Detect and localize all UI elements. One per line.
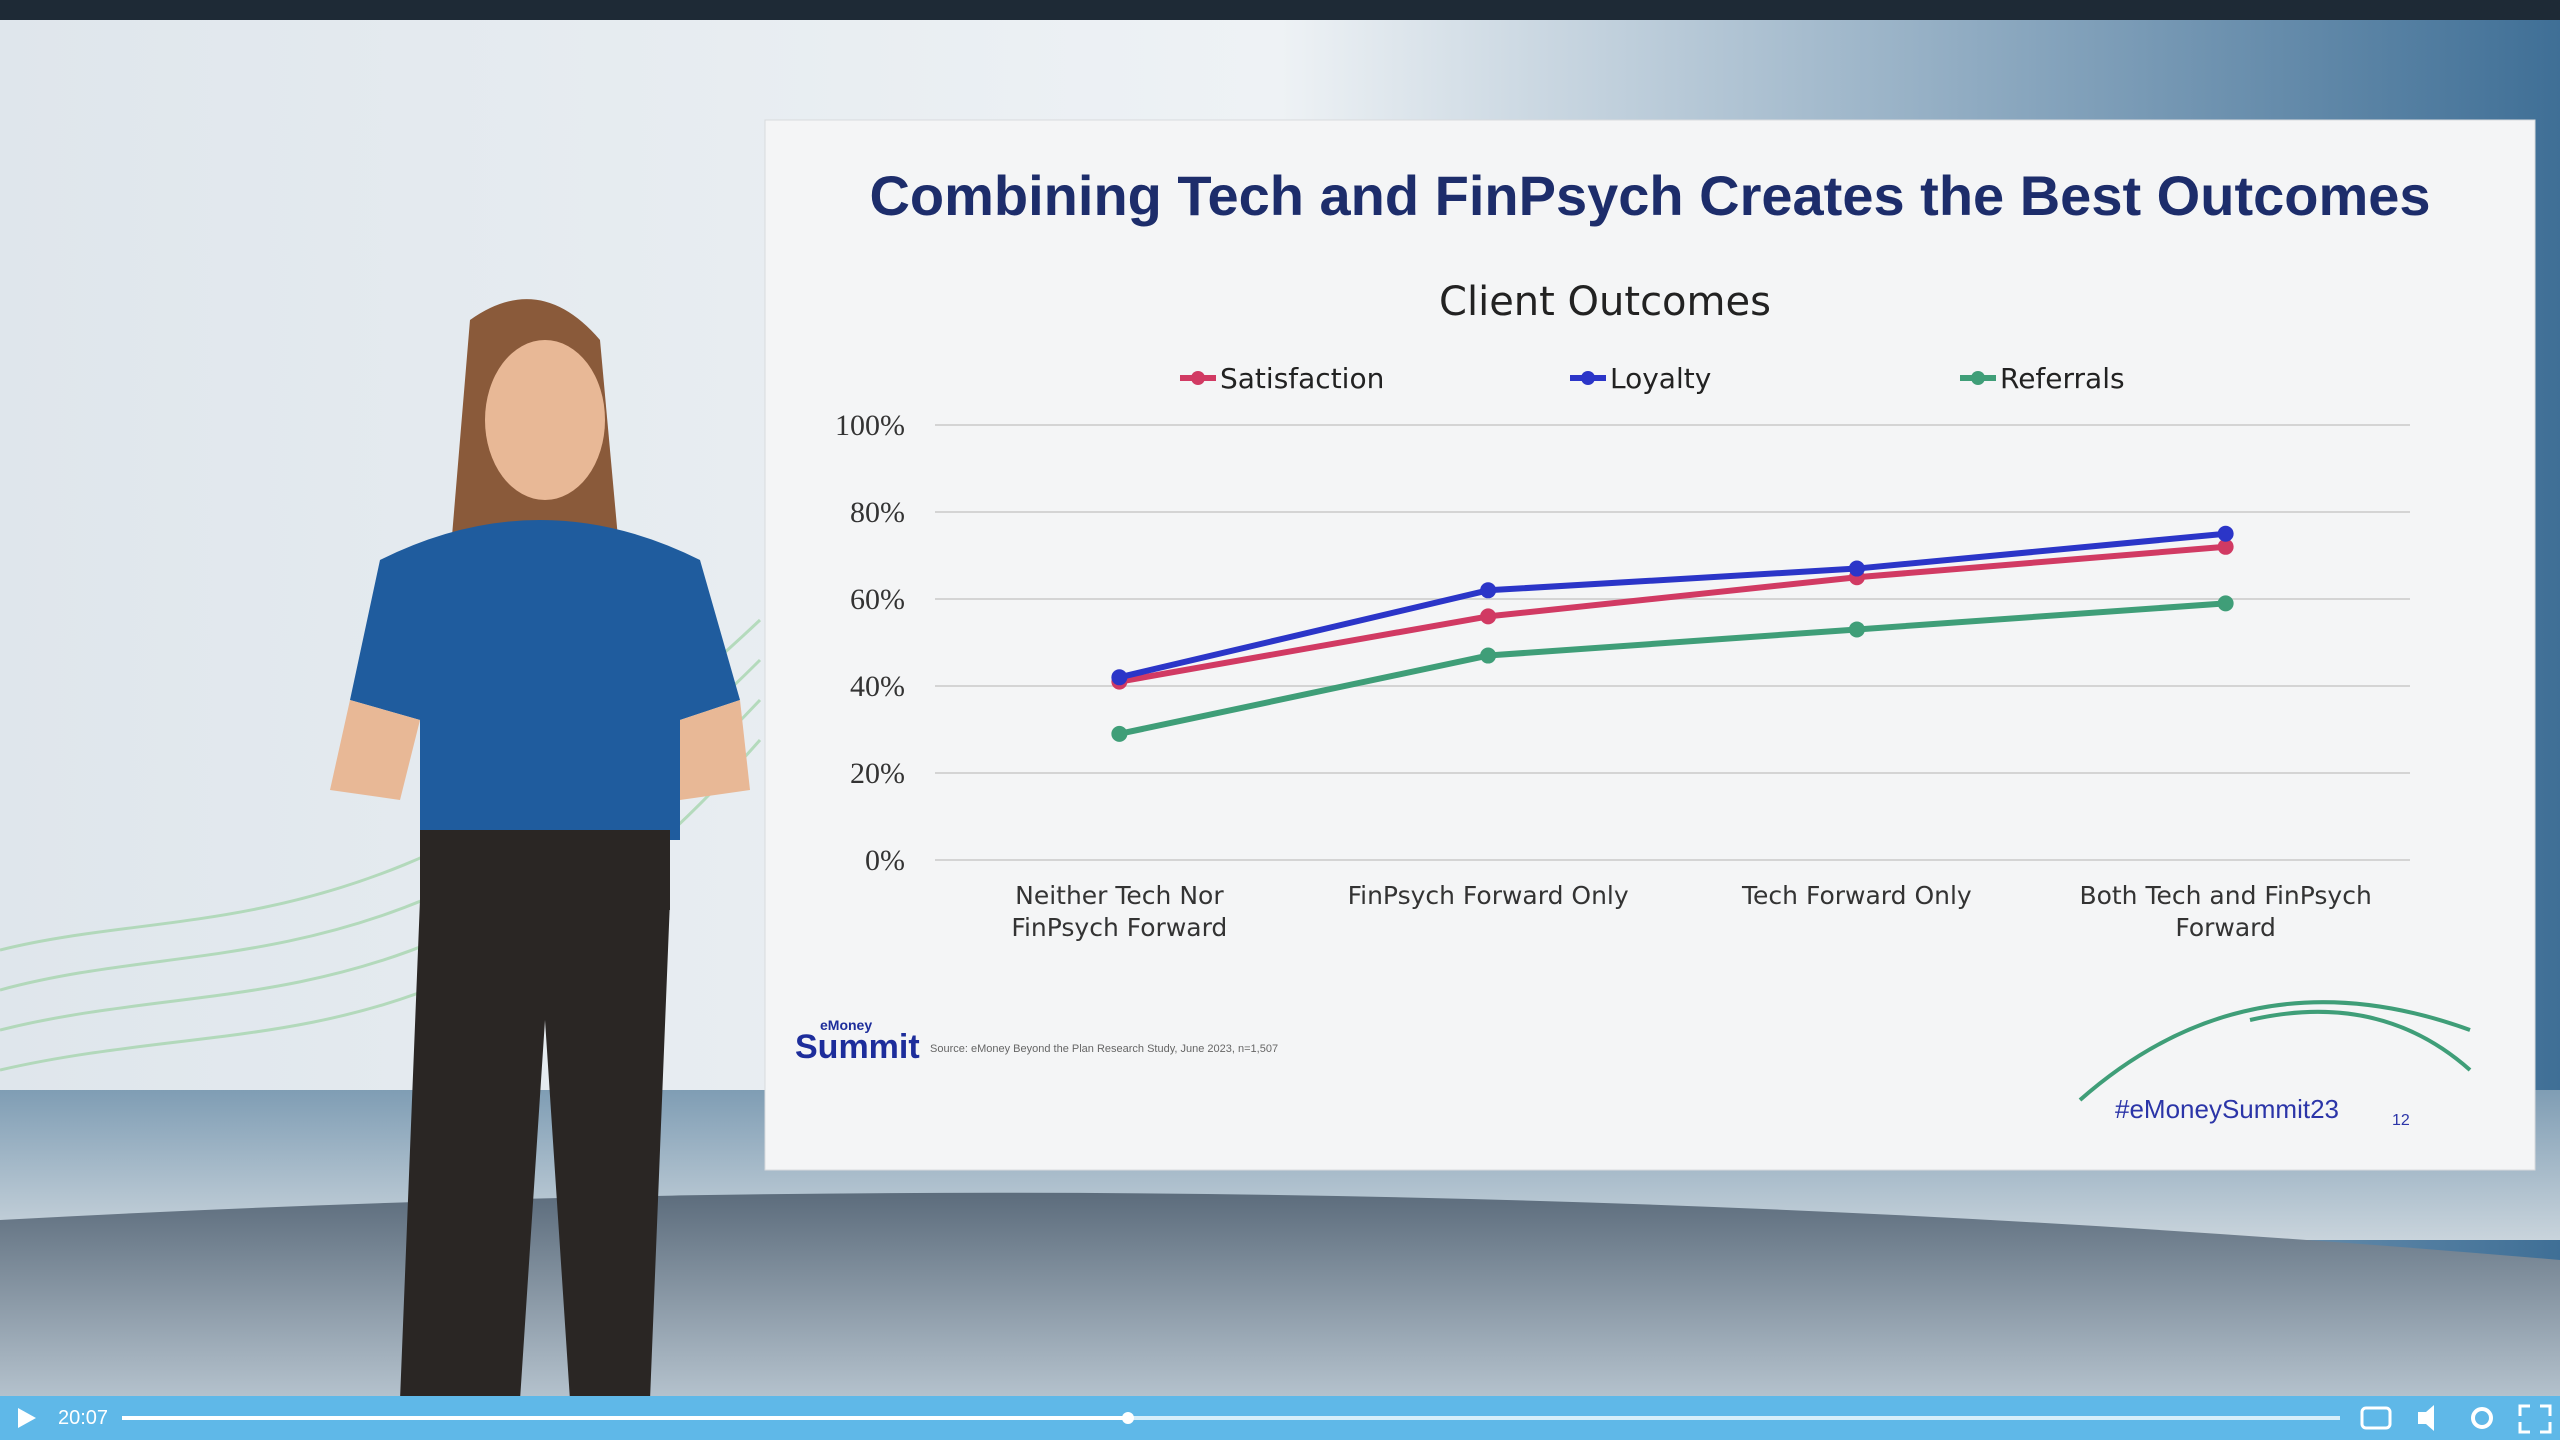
series-line	[1118, 530, 2226, 681]
settings-button[interactable]	[2471, 1407, 2493, 1429]
x-tick-label-box: FinPsych Forward Only	[1347, 881, 1629, 910]
data-point	[1480, 582, 1497, 599]
slide-title: Combining Tech and FinPsych Creates the …	[869, 164, 2430, 227]
legend-dot	[1581, 371, 1595, 385]
decor-arc	[2078, 1000, 2472, 1102]
series-line	[1118, 543, 2226, 685]
data-point	[2217, 538, 2234, 555]
chart-title: Client Outcomes	[1439, 279, 1771, 325]
logo: Summit	[795, 1028, 920, 1066]
chart: 0% 20% 40% 60% 80% 100% Neither Tech Nor FinPs…	[835, 362, 2410, 942]
time: 20:07	[58, 1407, 108, 1429]
data-point	[1111, 725, 1128, 742]
legend-label: Satisfaction	[1220, 362, 1384, 395]
source-note: Source: eMoney Beyond the Plan Research …	[930, 1043, 1278, 1055]
presenter	[330, 299, 750, 1400]
data-point	[1111, 669, 1128, 686]
legend-dot	[1971, 371, 1985, 385]
x-tick-label: FinPsych Forward Only	[1347, 881, 1629, 910]
x-tick-label: Tech Forward Only	[1742, 881, 1972, 910]
legend-label: Loyalty	[1610, 362, 1711, 395]
data-point	[1480, 608, 1497, 625]
progress-track[interactable]	[122, 1416, 2340, 1420]
page-number: 12	[2392, 1112, 2410, 1129]
x-tick-label-box: Both Tech and FinPsych Forward	[2079, 881, 2372, 942]
y-tick-label: 100%	[835, 409, 905, 442]
y-tick-label: 80%	[850, 496, 905, 529]
y-tick-label: 0%	[865, 844, 905, 877]
y-tick-label: 60%	[850, 583, 905, 616]
x-tick-label: Neither Tech Nor FinPsych Forward	[1011, 881, 1228, 942]
captions-button[interactable]	[2360, 1406, 2392, 1430]
volume-button[interactable]	[2418, 1405, 2434, 1431]
legend-label: Referrals	[2000, 362, 2125, 395]
play-button[interactable]	[18, 1408, 36, 1428]
y-tick-label: 20%	[850, 757, 905, 790]
legend-dot	[1191, 371, 1205, 385]
data-point	[1480, 647, 1497, 664]
y-tick-label: 40%	[850, 670, 905, 703]
x-tick-label-box: Tech Forward Only	[1742, 881, 1972, 910]
fullscreen-button[interactable]	[2518, 1404, 2552, 1434]
series-line	[1118, 600, 2226, 737]
ceiling	[0, 0, 2560, 20]
data-point	[1848, 560, 1865, 577]
hashtag: #eMoneySummit23	[2115, 1094, 2339, 1124]
data-point	[2217, 595, 2234, 612]
progress-handle[interactable]	[1122, 1412, 1134, 1424]
x-tick-label-box: Neither Tech Nor FinPsych Forward	[1011, 881, 1228, 942]
x-tick-label: Both Tech and FinPsych Forward	[2079, 881, 2372, 942]
progress-fill	[122, 1416, 1128, 1420]
data-point	[1848, 621, 1865, 638]
data-point	[2217, 525, 2234, 542]
logo-small: eMoney	[820, 1017, 872, 1033]
